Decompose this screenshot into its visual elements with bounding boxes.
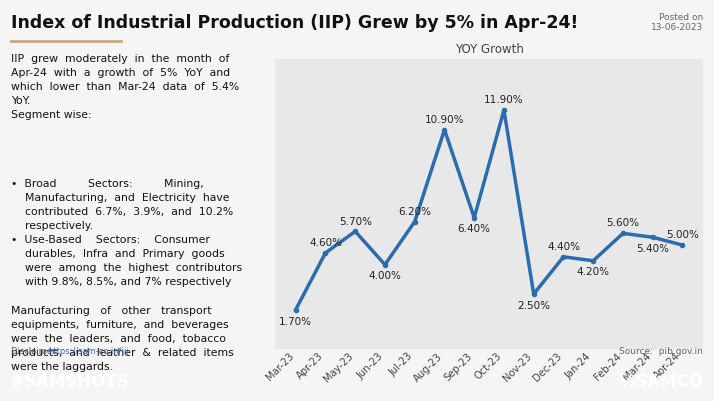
Text: IIP  grew  moderately  in  the  month  of
Apr-24  with  a  growth  of  5%  YoY  : IIP grew moderately in the month of Apr-… [11, 53, 239, 119]
Text: 5.70%: 5.70% [338, 216, 372, 226]
Text: 2.50%: 2.50% [517, 300, 550, 310]
Text: Disclaimer:: Disclaimer: [11, 346, 61, 355]
Title: YOY Growth: YOY Growth [455, 43, 523, 56]
Text: 4.40%: 4.40% [547, 241, 580, 251]
Text: •  Use-Based    Sectors:    Consumer
    durables,  Infra  and  Primary  goods
 : • Use-Based Sectors: Consumer durables, … [11, 234, 242, 286]
Text: 5.60%: 5.60% [606, 218, 640, 228]
Text: 6.20%: 6.20% [398, 206, 431, 216]
Text: 4.00%: 4.00% [368, 271, 401, 281]
Text: https://sam-co.in/iij: https://sam-co.in/iij [49, 346, 129, 355]
Text: 6.40%: 6.40% [458, 224, 491, 234]
Text: Posted on
13-06-2023: Posted on 13-06-2023 [651, 13, 703, 32]
Text: Manufacturing   of   other   transport
equipments,  furniture,  and  beverages
w: Manufacturing of other transport equipme… [11, 305, 233, 371]
Text: 5.00%: 5.00% [666, 230, 699, 240]
Text: 11.90%: 11.90% [484, 95, 524, 105]
Text: Source:  pib.gov.in: Source: pib.gov.in [620, 346, 703, 355]
Text: 10.90%: 10.90% [425, 115, 464, 125]
Text: 4.60%: 4.60% [309, 237, 342, 247]
Text: 1.70%: 1.70% [279, 316, 312, 326]
Text: 5.40%: 5.40% [636, 243, 669, 253]
Text: 4.20%: 4.20% [577, 267, 610, 277]
Text: ½SAMCO: ½SAMCO [618, 372, 703, 390]
Text: Index of Industrial Production (IIP) Grew by 5% in Apr-24!: Index of Industrial Production (IIP) Gre… [11, 14, 578, 32]
Text: #SAMSHOTS: #SAMSHOTS [11, 372, 129, 390]
Text: •  Broad         Sectors:         Mining,
    Manufacturing,  and  Electricity  : • Broad Sectors: Mining, Manufacturing, … [11, 178, 233, 230]
